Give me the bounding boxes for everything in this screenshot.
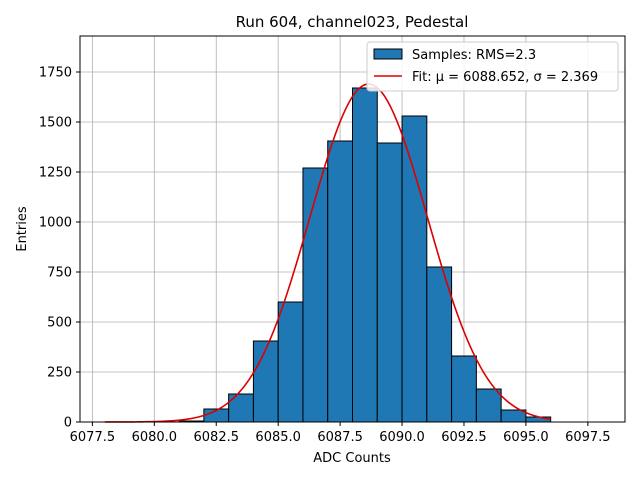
y-axis-ticks: 0 250 500 750 1000 1250 1500 1750 (39, 66, 80, 431)
plot-frame (79, 35, 626, 423)
histogram-bar (327, 140, 353, 423)
chart-title: Run 604, channel023, Pedestal (236, 13, 469, 31)
y-tick-label: 750 (47, 266, 72, 281)
x-tick-label: 6085.0 (255, 430, 301, 445)
legend-box (366, 41, 619, 92)
x-tick-label: 6092.5 (441, 430, 487, 445)
legend-label-samples: Samples: RMS=2.3 (412, 48, 536, 63)
legend-swatch-samples (373, 48, 403, 60)
histogram-bar (475, 388, 502, 423)
y-tick-label: 250 (47, 366, 72, 381)
x-axis-ticks: 6077.5 6080.0 6082.5 6085.0 6087.5 6090.0 6092… (70, 422, 611, 445)
x-tick-label: 6082.5 (194, 430, 240, 445)
histogram-bar (352, 87, 378, 423)
x-tick-label: 6080.0 (132, 430, 178, 445)
x-tick-label: 6087.5 (317, 430, 363, 445)
histogram-bar (525, 416, 552, 423)
histogram-bar (451, 355, 477, 423)
y-tick-label: 1000 (39, 216, 72, 231)
histogram-bar (401, 115, 428, 423)
x-axis-label: ADC Counts (313, 451, 391, 466)
histogram-bar (302, 167, 329, 423)
y-tick-label: 1250 (39, 166, 72, 181)
histogram-bar (277, 301, 304, 423)
x-tick-label: 6077.5 (70, 430, 116, 445)
histogram-bar (252, 340, 279, 423)
legend-label-fit: Fit: μ = 6088.652, σ = 2.369 (412, 70, 598, 85)
y-tick-label: 500 (47, 316, 72, 331)
y-tick-label: 1750 (39, 66, 72, 81)
histogram-bars (178, 87, 552, 423)
histogram-bar (426, 266, 453, 423)
y-axis-label: Entries (15, 206, 30, 252)
histogram-bar (376, 142, 403, 423)
x-tick-label: 6090.0 (379, 430, 425, 445)
y-tick-label: 1500 (39, 116, 72, 131)
y-tick-label: 0 (64, 416, 72, 431)
x-tick-label: 6095.0 (503, 430, 549, 445)
fit-curve (104, 83, 551, 423)
legend: Samples: RMS=2.3 Fit: μ = 6088.652, σ = … (366, 41, 619, 92)
x-tick-label: 6097.5 (565, 430, 611, 445)
